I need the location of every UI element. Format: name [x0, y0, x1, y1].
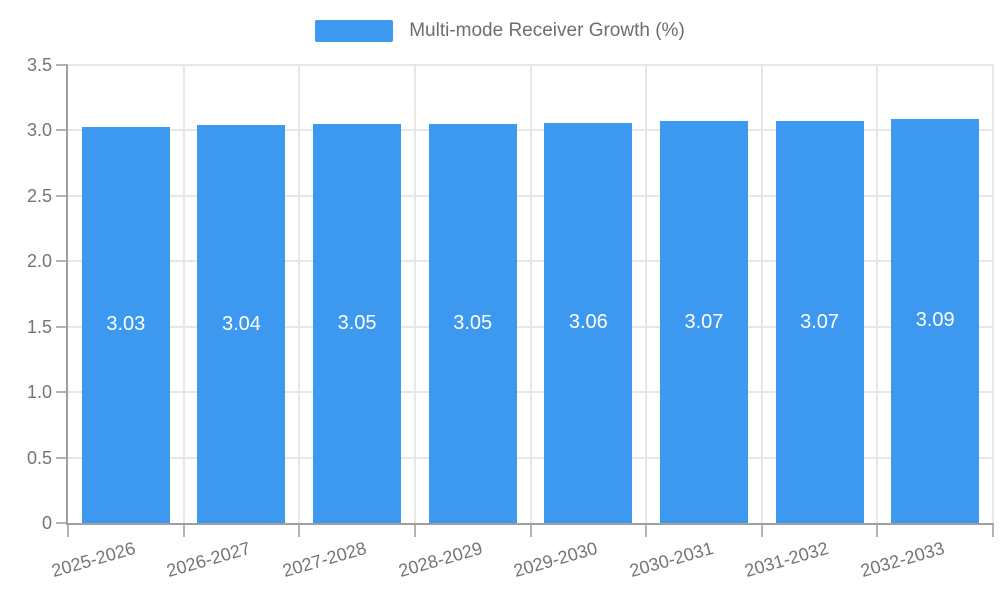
x-axis-tick: [760, 523, 763, 537]
y-axis-tick-label: 2.5: [26, 185, 52, 206]
bar-2025-2026: 3.03: [81, 126, 170, 523]
x-axis-category-label: 2030-2031: [627, 538, 716, 581]
bar-2031-2032: 3.07: [775, 121, 864, 523]
bar-2026-2027: 3.04: [197, 125, 286, 523]
gridline-vertical: [876, 65, 879, 523]
gridline-vertical: [992, 65, 994, 523]
gridline-vertical: [645, 65, 648, 523]
legend-swatch-icon: [315, 20, 394, 42]
x-axis-category-label: 2027-2028: [280, 538, 369, 581]
legend-label: Multi-mode Receiver Growth (%): [409, 20, 685, 41]
y-axis-tick: [56, 391, 68, 394]
bar-value-label: 3.03: [106, 313, 146, 336]
y-axis-line: [66, 65, 68, 523]
x-axis-category-label: 2026-2027: [164, 538, 253, 581]
x-axis-category-label: 2025-2026: [49, 538, 138, 581]
x-axis-category-label: 2032-2033: [858, 538, 947, 581]
bar-value-label: 3.04: [221, 312, 261, 335]
y-axis-tick-label: 3.5: [26, 55, 52, 75]
gridline-vertical: [760, 65, 763, 523]
bar-2028-2029: 3.05: [428, 123, 517, 523]
y-axis-tick-label: 1.5: [26, 316, 52, 337]
y-axis-tick-label: 2.0: [26, 251, 52, 272]
gridline-vertical: [413, 65, 416, 523]
x-axis-tick: [876, 523, 879, 537]
x-axis-category-label: 2029-2030: [511, 538, 600, 581]
bar-2029-2030: 3.06: [544, 122, 633, 523]
y-axis-tick-label: 0: [41, 513, 52, 533]
bar-value-label: 3.07: [800, 310, 840, 333]
chart-legend-item[interactable]: Multi-mode Receiver Growth (%): [0, 16, 1000, 46]
y-axis-tick-label: 0.5: [26, 447, 52, 468]
y-axis-tick: [56, 260, 68, 263]
x-axis-line: [66, 523, 993, 525]
x-axis-tick: [992, 523, 994, 537]
y-axis-tick-label: 1.0: [26, 382, 52, 403]
x-axis-tick: [182, 523, 185, 537]
bar-2032-2033: 3.09: [891, 118, 980, 523]
y-axis-tick: [56, 64, 68, 66]
y-axis-tick: [56, 129, 68, 132]
bar-2030-2031: 3.07: [659, 121, 748, 523]
bar-value-label: 3.07: [684, 310, 724, 333]
y-axis-tick: [56, 522, 68, 524]
bar-value-label: 3.06: [568, 311, 608, 334]
bar-value-label: 3.09: [915, 309, 955, 332]
y-axis-tick: [56, 194, 68, 197]
x-axis-tick: [529, 523, 532, 537]
x-axis-tick: [413, 523, 416, 537]
bar-value-label: 3.05: [453, 311, 493, 334]
y-axis-tick: [56, 325, 68, 328]
y-axis-tick: [56, 456, 68, 459]
bar-2027-2028: 3.05: [313, 123, 402, 523]
bar-value-label: 3.05: [337, 311, 377, 334]
x-axis-tick: [298, 523, 301, 537]
gridline-vertical: [529, 65, 532, 523]
x-axis-tick: [67, 523, 69, 537]
x-axis-tick: [645, 523, 648, 537]
x-axis-category-label: 2028-2029: [395, 538, 485, 581]
gridline-vertical: [298, 65, 301, 523]
y-axis-tick-label: 3.0: [26, 120, 52, 141]
x-axis-category-label: 2031-2032: [742, 538, 832, 581]
gridline-vertical: [182, 65, 185, 523]
